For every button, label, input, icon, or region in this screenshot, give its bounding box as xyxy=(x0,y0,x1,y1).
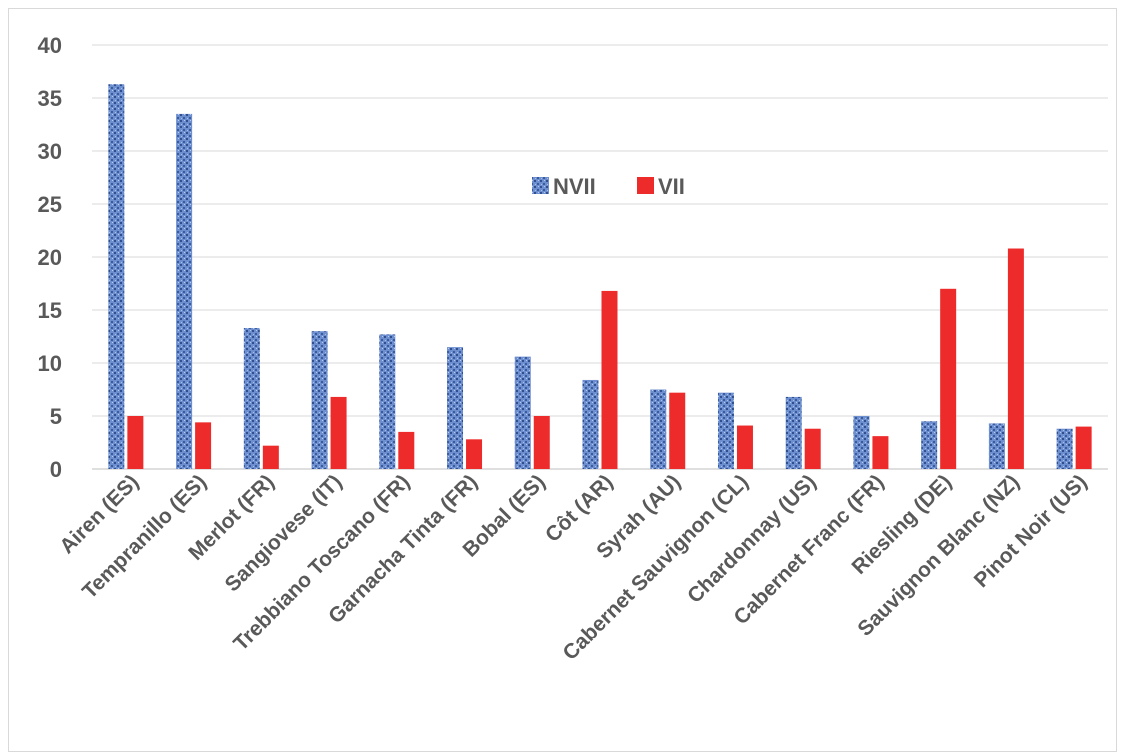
y-tick-label: 10 xyxy=(38,351,62,376)
bar-nvii xyxy=(582,379,599,469)
y-tick-label: 15 xyxy=(38,298,62,323)
bar-nvii xyxy=(311,331,328,469)
bar-nvii xyxy=(379,334,396,469)
x-category-label: Chardonnay (US) xyxy=(683,470,821,608)
bar-vii xyxy=(398,431,415,469)
x-category-label: Tempranillo (ES) xyxy=(78,470,211,603)
y-tick-label: 0 xyxy=(50,457,62,482)
bar-nvii xyxy=(447,347,464,469)
bar-vii xyxy=(601,290,618,469)
y-axis: 0 5 10 15 20 25 30 35 40 xyxy=(38,33,62,482)
bar-nvii xyxy=(853,416,870,469)
legend-swatch-vii xyxy=(637,177,654,194)
x-category-label: Sangiovese (IT) xyxy=(221,470,347,596)
bar-vii xyxy=(669,392,686,469)
bar-nvii xyxy=(108,84,125,469)
bar-vii xyxy=(466,439,483,469)
bar-vii xyxy=(127,416,144,469)
y-tick-label: 25 xyxy=(38,192,62,217)
bar-vii xyxy=(533,416,550,469)
bar-nvii xyxy=(243,328,260,469)
bar-nvii xyxy=(717,392,734,469)
legend-label-vii: VII xyxy=(658,174,685,199)
y-tick-label: 35 xyxy=(38,86,62,111)
bar-nvii xyxy=(785,396,802,469)
bar-nvii xyxy=(921,421,938,469)
bar-vii xyxy=(195,422,212,469)
bar-nvii xyxy=(988,423,1005,469)
bar-vii xyxy=(804,428,821,469)
bar-vii xyxy=(940,288,957,469)
bar-nvii xyxy=(1056,428,1073,469)
bar-vii xyxy=(736,425,753,469)
y-tick-label: 40 xyxy=(38,33,62,58)
gridlines xyxy=(92,44,1108,470)
y-tick-label: 20 xyxy=(38,245,62,270)
y-tick-label: 5 xyxy=(50,404,62,429)
chart-frame xyxy=(8,8,1117,752)
y-tick-label: 30 xyxy=(38,139,62,164)
bar-vii xyxy=(1007,248,1024,469)
bar-nvii xyxy=(650,389,667,469)
bar-nvii xyxy=(514,356,531,469)
legend-swatch-nvii xyxy=(532,177,549,194)
x-axis: Airen (ES)Tempranillo (ES)Merlot (FR)San… xyxy=(55,470,1091,664)
bar-vii xyxy=(872,436,889,469)
legend: NVII VII xyxy=(532,174,685,199)
bars xyxy=(108,84,1092,470)
bar-vii xyxy=(330,396,347,469)
bar-vii xyxy=(1075,426,1092,469)
bar-nvii xyxy=(176,113,193,470)
bar-vii xyxy=(262,445,279,469)
legend-label-nvii: NVII xyxy=(553,174,596,199)
